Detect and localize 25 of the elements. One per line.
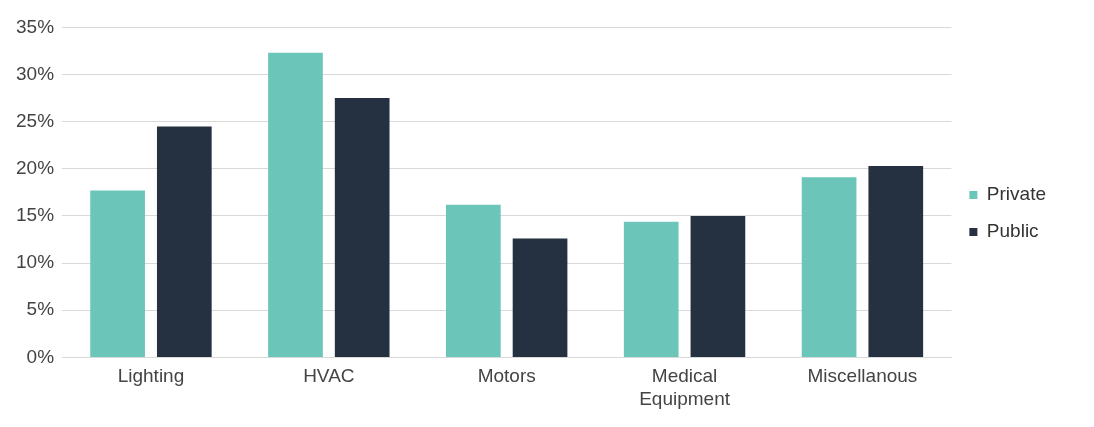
x-tick-label: Motors bbox=[477, 365, 536, 387]
x-tick-label: HVAC bbox=[303, 365, 355, 387]
y-tick-label: 5% bbox=[26, 298, 55, 320]
bar bbox=[868, 166, 924, 357]
x-tick-label: Medical Equipment bbox=[639, 365, 731, 409]
bar bbox=[90, 190, 145, 357]
y-tick-label: 10% bbox=[16, 251, 55, 273]
bar bbox=[334, 98, 390, 357]
y-tick-label: 30% bbox=[16, 62, 55, 84]
bar bbox=[623, 221, 679, 357]
y-tick-label: 20% bbox=[16, 157, 55, 179]
y-tick-label: 25% bbox=[16, 109, 55, 131]
y-tick-label: 0% bbox=[26, 345, 55, 367]
bar bbox=[446, 204, 501, 357]
legend-label: Private bbox=[986, 183, 1047, 205]
x-tick-label: Lighting bbox=[117, 365, 185, 387]
bar bbox=[268, 52, 323, 357]
bar bbox=[690, 215, 746, 357]
bar bbox=[156, 126, 212, 357]
legend-label: Public bbox=[986, 220, 1039, 242]
x-tick-label: Miscellanous bbox=[807, 365, 918, 387]
y-tick-label: 35% bbox=[16, 15, 55, 37]
bar bbox=[801, 177, 857, 357]
y-tick-label: 15% bbox=[16, 204, 55, 226]
bar bbox=[512, 238, 568, 357]
